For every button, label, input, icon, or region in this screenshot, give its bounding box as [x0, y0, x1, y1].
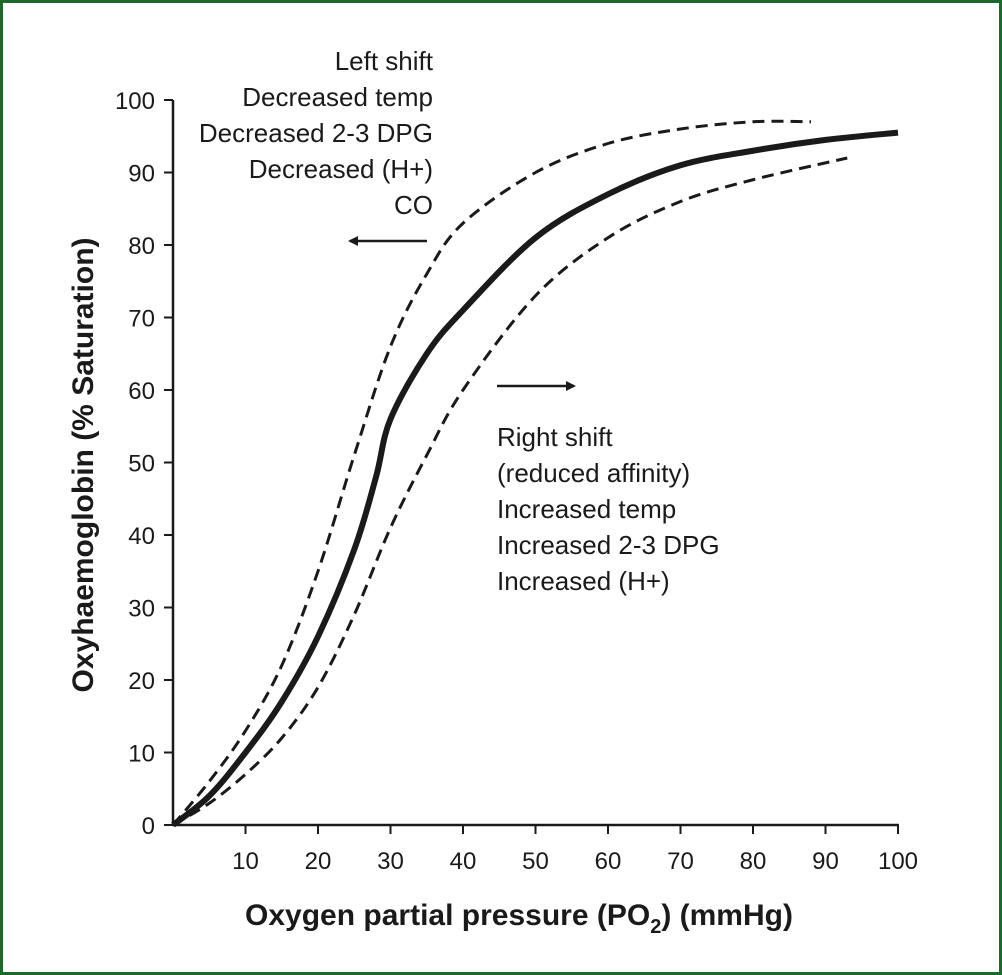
x-axis-label: Oxygen partial pressure (PO2) (mmHg)	[245, 899, 793, 938]
x-tick-label: 90	[812, 848, 839, 875]
y-tick-label: 40	[128, 523, 155, 550]
y-tick-label: 50	[128, 451, 155, 478]
series-line-3	[172, 156, 848, 827]
y-axis-label: Oxyhaemoglobin (% Saturation)	[67, 237, 100, 692]
right-shift-line: Increased 2-3 DPG	[497, 530, 720, 560]
x-axis-label-suffix: ) (mmHg)	[661, 899, 793, 932]
y-tick-label: 100	[115, 88, 155, 115]
x-tick-label: 100	[878, 848, 918, 875]
x-ticks: 10 20 30 40 50 60 70 80 90 100	[232, 825, 918, 875]
y-tick-label: 30	[128, 596, 155, 623]
y-tick-label: 80	[128, 233, 155, 260]
right-shift-line: Increased (H+)	[497, 566, 670, 596]
right-shift-line: Right shift	[497, 422, 613, 452]
left-shift-line: CO	[394, 190, 433, 220]
series-layer	[171, 119, 899, 828]
x-tick-label: 40	[450, 848, 477, 875]
right-shift-annotation: Right shift (reduced affinity) Increased t…	[497, 422, 720, 596]
series-line-1	[171, 129, 899, 828]
left-shift-line: Left shift	[335, 46, 434, 76]
left-shift-line: Decreased temp	[242, 82, 433, 112]
left-shift-annotation: Left shift Decreased temp Decreased 2-3 DP…	[199, 46, 434, 220]
left-shift-line: Decreased (H+)	[249, 154, 433, 184]
y-tick-label: 10	[128, 741, 155, 768]
x-tick-label: 20	[305, 848, 332, 875]
y-ticks: 0 10 20 30 40 50 60 70 80 90 100	[115, 88, 173, 840]
x-tick-label: 10	[232, 848, 259, 875]
x-tick-label: 30	[377, 848, 404, 875]
left-shift-line: Decreased 2-3 DPG	[199, 118, 433, 148]
x-tick-label: 80	[740, 848, 767, 875]
y-tick-label: 60	[128, 378, 155, 405]
x-tick-label: 50	[522, 848, 549, 875]
y-tick-label: 20	[128, 668, 155, 695]
right-shift-line: Increased temp	[497, 494, 676, 524]
series-line-2	[171, 119, 812, 826]
y-tick-label: 90	[128, 161, 155, 188]
x-tick-label: 60	[595, 848, 622, 875]
y-tick-label: 0	[142, 813, 155, 840]
x-axis-label-subscript: 2	[650, 916, 661, 938]
right-shift-line: (reduced affinity)	[497, 458, 690, 488]
y-tick-label: 70	[128, 306, 155, 333]
x-tick-label: 70	[667, 848, 694, 875]
x-axis-label-main: Oxygen partial pressure (PO	[245, 899, 650, 932]
